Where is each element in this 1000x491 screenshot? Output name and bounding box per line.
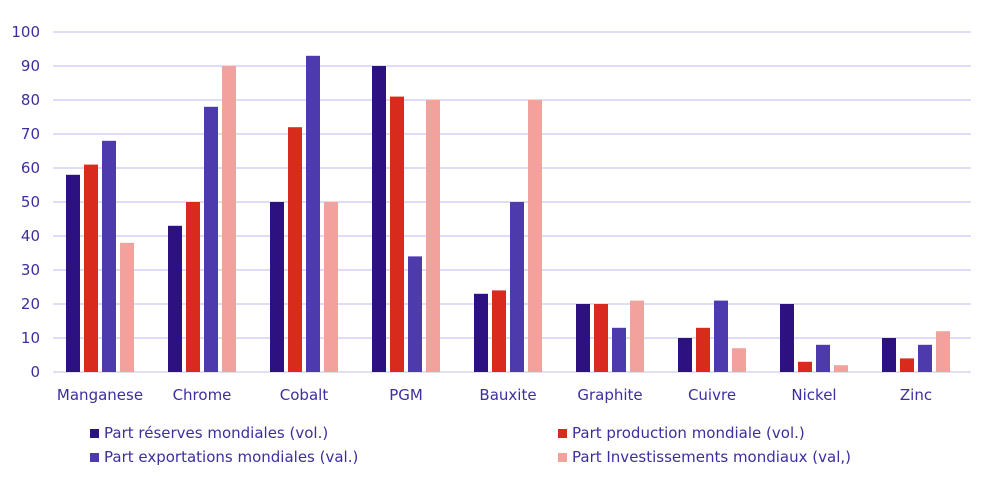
bar — [288, 127, 302, 372]
bar — [918, 344, 932, 372]
bar — [324, 202, 338, 372]
bar — [186, 202, 200, 372]
y-tick-label: 20 — [21, 295, 40, 313]
legend-label: Part Investissements mondiaux (val,) — [572, 448, 851, 466]
x-category-label: Manganese — [57, 386, 143, 404]
bar — [780, 304, 794, 372]
y-tick-label: 90 — [21, 57, 40, 75]
bar — [390, 96, 404, 372]
y-tick-label: 0 — [30, 363, 40, 381]
bar — [936, 331, 950, 372]
bar — [474, 293, 488, 372]
bar — [612, 327, 626, 372]
x-category-label: Cuivre — [688, 386, 736, 404]
bar — [816, 344, 830, 372]
x-category-label: Nickel — [791, 386, 836, 404]
legend-swatch — [90, 428, 99, 438]
bar — [714, 300, 728, 372]
y-tick-label: 60 — [21, 159, 40, 177]
y-tick-label: 30 — [21, 261, 40, 279]
bar — [204, 106, 218, 373]
legend-label: Part exportations mondiales (val.) — [104, 448, 359, 466]
x-category-label: Chrome — [173, 386, 232, 404]
x-axis-categories: Manganese Chrome Cobalt PGM Bauxite Graphite C… — [57, 386, 932, 404]
x-category-label: Cobalt — [280, 386, 329, 404]
bar — [222, 66, 236, 372]
legend-swatch — [558, 428, 567, 438]
y-tick-label: 100 — [11, 23, 40, 41]
bar — [576, 304, 590, 372]
bar — [408, 256, 422, 372]
x-category-label: PGM — [389, 386, 423, 404]
bar — [798, 361, 812, 372]
legend-swatch — [90, 452, 99, 462]
bar — [102, 140, 116, 372]
bar — [270, 202, 284, 372]
y-tick-label: 80 — [21, 91, 40, 109]
bar — [306, 55, 320, 373]
bar — [492, 290, 506, 372]
bar — [696, 327, 710, 372]
bar — [372, 66, 386, 372]
x-category-label: Bauxite — [479, 386, 536, 404]
bar — [900, 358, 914, 372]
bar — [528, 100, 542, 372]
y-tick-label: 40 — [21, 227, 40, 245]
legend-label: Part production mondiale (vol.) — [572, 424, 805, 442]
legend-item-exportations: Part exportations mondiales (val.) — [90, 448, 358, 466]
bar — [882, 338, 896, 372]
legend-label: Part réserves mondiales (vol.) — [104, 424, 329, 442]
bar — [732, 348, 746, 372]
bar — [426, 100, 440, 372]
bar — [834, 365, 848, 372]
x-category-label: Graphite — [577, 386, 642, 404]
bars — [66, 55, 950, 373]
y-tick-label: 70 — [21, 125, 40, 143]
legend-item-reserves: Part réserves mondiales (vol.) — [90, 424, 328, 442]
legend-item-production: Part production mondiale (vol.) — [558, 424, 805, 442]
bar — [120, 242, 134, 372]
bar — [594, 304, 608, 372]
y-tick-label: 50 — [21, 193, 40, 211]
bar — [84, 164, 98, 372]
bar — [66, 174, 80, 372]
bar — [630, 300, 644, 372]
legend-item-investissements: Part Investissements mondiaux (val,) — [558, 448, 851, 466]
x-category-label: Zinc — [900, 386, 932, 404]
bar — [168, 225, 182, 372]
bar — [510, 202, 524, 372]
y-axis-ticks: 0 10 20 30 40 50 60 70 80 90 100 — [11, 23, 40, 381]
bar — [678, 338, 692, 372]
y-tick-label: 10 — [21, 329, 40, 347]
bar-chart: 0 10 20 30 40 50 60 70 80 90 100 Manganese Chrome Co… — [11, 23, 971, 404]
legend-swatch — [558, 452, 567, 462]
